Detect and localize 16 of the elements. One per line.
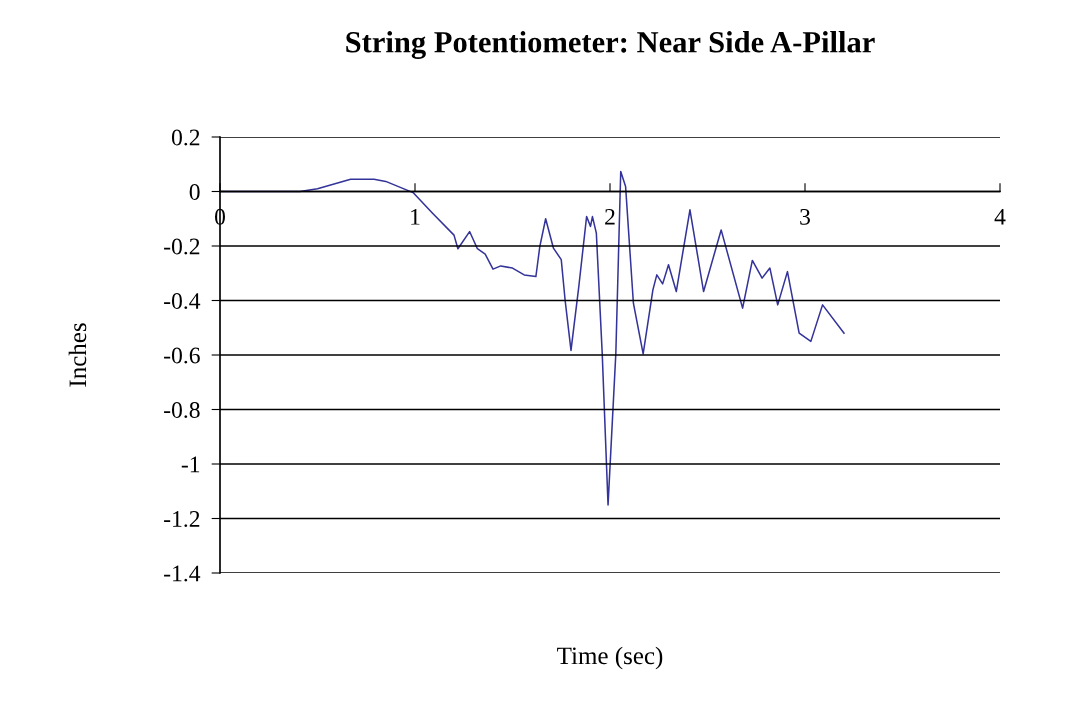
chart-title: String Potentiometer: Near Side A-Pillar (346, 31, 875, 59)
y-tick-label: -0.6 (164, 347, 200, 364)
y-tick-label: -1.2 (164, 511, 200, 528)
x-tick-label: 4 (994, 209, 1006, 225)
y-tick-label: -1.4 (164, 565, 201, 582)
y-tick-label: -0.2 (164, 238, 200, 255)
x-tick-label: 3 (800, 208, 810, 225)
y-tick-label: 0.2 (171, 129, 200, 146)
y-tick-label: -1 (181, 456, 200, 473)
y-tick-label: -0.4 (164, 292, 201, 310)
x-axis-title: Time (sec) (557, 646, 663, 670)
y-tick-label: -0.8 (164, 401, 200, 419)
y-axis-title: Inches (68, 323, 87, 387)
x-tick-label: 2 (605, 208, 615, 225)
y-tick-label: 0 (189, 183, 200, 200)
x-tick-label: 1 (411, 208, 420, 225)
